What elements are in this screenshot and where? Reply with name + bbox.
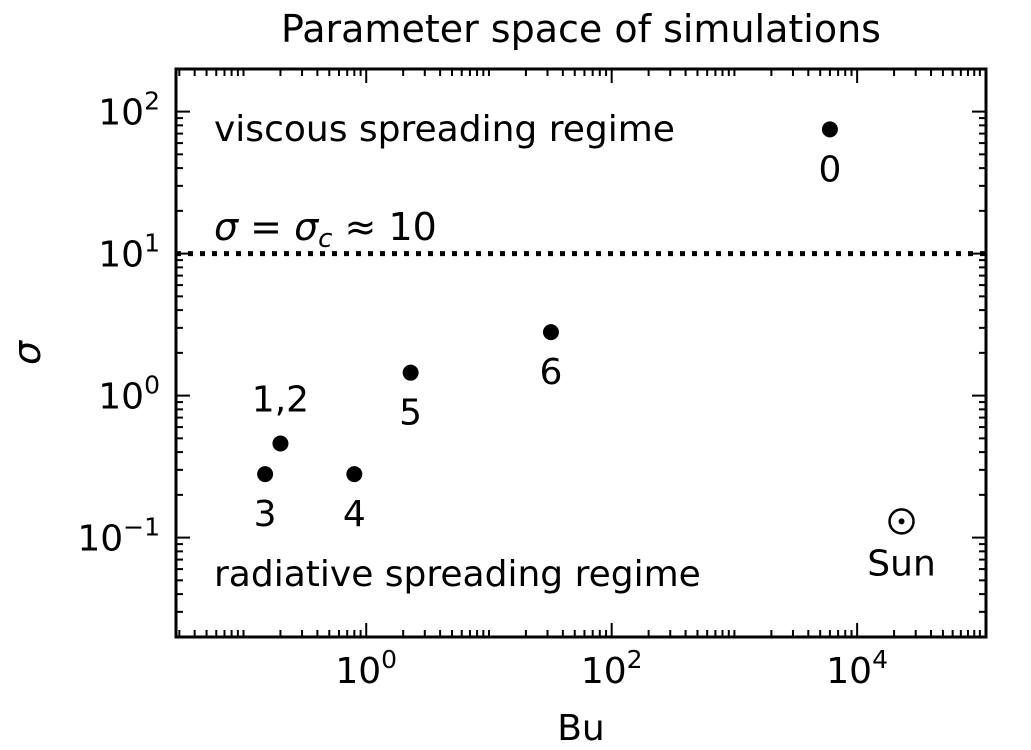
x-tick-label: 100 [335,645,397,692]
data-point-label: 0 [818,149,841,190]
sun-symbol-dot [898,518,905,525]
critical-line-label-sub: c [318,224,332,254]
y-tick-label: 10−1 [77,513,160,560]
y-tick-label: 101 [98,229,160,276]
x-tick-label: 102 [581,645,643,692]
y-tick-label: 100 [98,371,160,418]
sun-label: Sun [867,543,935,584]
x-tick-label: 104 [826,645,888,692]
y-tick-label: 102 [98,87,160,134]
data-point-label: 1,2 [252,379,309,420]
x-axis-label: Bu [557,708,605,749]
data-point [542,324,559,341]
data-point [272,435,289,452]
data-point-label: 4 [343,494,366,535]
critical-line-label-tail: ≈ 10 [332,205,436,249]
data-point [402,364,419,381]
chart-title: Parameter space of simulations [281,7,881,51]
data-point [257,466,274,483]
lower-region-annotation: radiative spreading regime [214,554,701,595]
plot-frame [174,67,988,639]
data-point-label: 6 [539,352,562,393]
data-point-label: 3 [254,494,277,535]
critical-line-label: σ = σc ≈ 10 [214,205,437,254]
data-points: 0 6 5 1,2 3 4 Sun [252,121,936,584]
y-axis-label: σ [5,339,49,365]
critical-line-label-main: σ = σ [214,205,320,249]
axis-ticks: 100 102 104 102 101 100 10−1 [77,69,986,692]
data-point-label: 5 [399,393,422,434]
sun-symbol [888,508,915,535]
data-point [821,121,838,138]
data-point [346,466,363,483]
upper-region-annotation: viscous spreading regime [214,109,675,150]
